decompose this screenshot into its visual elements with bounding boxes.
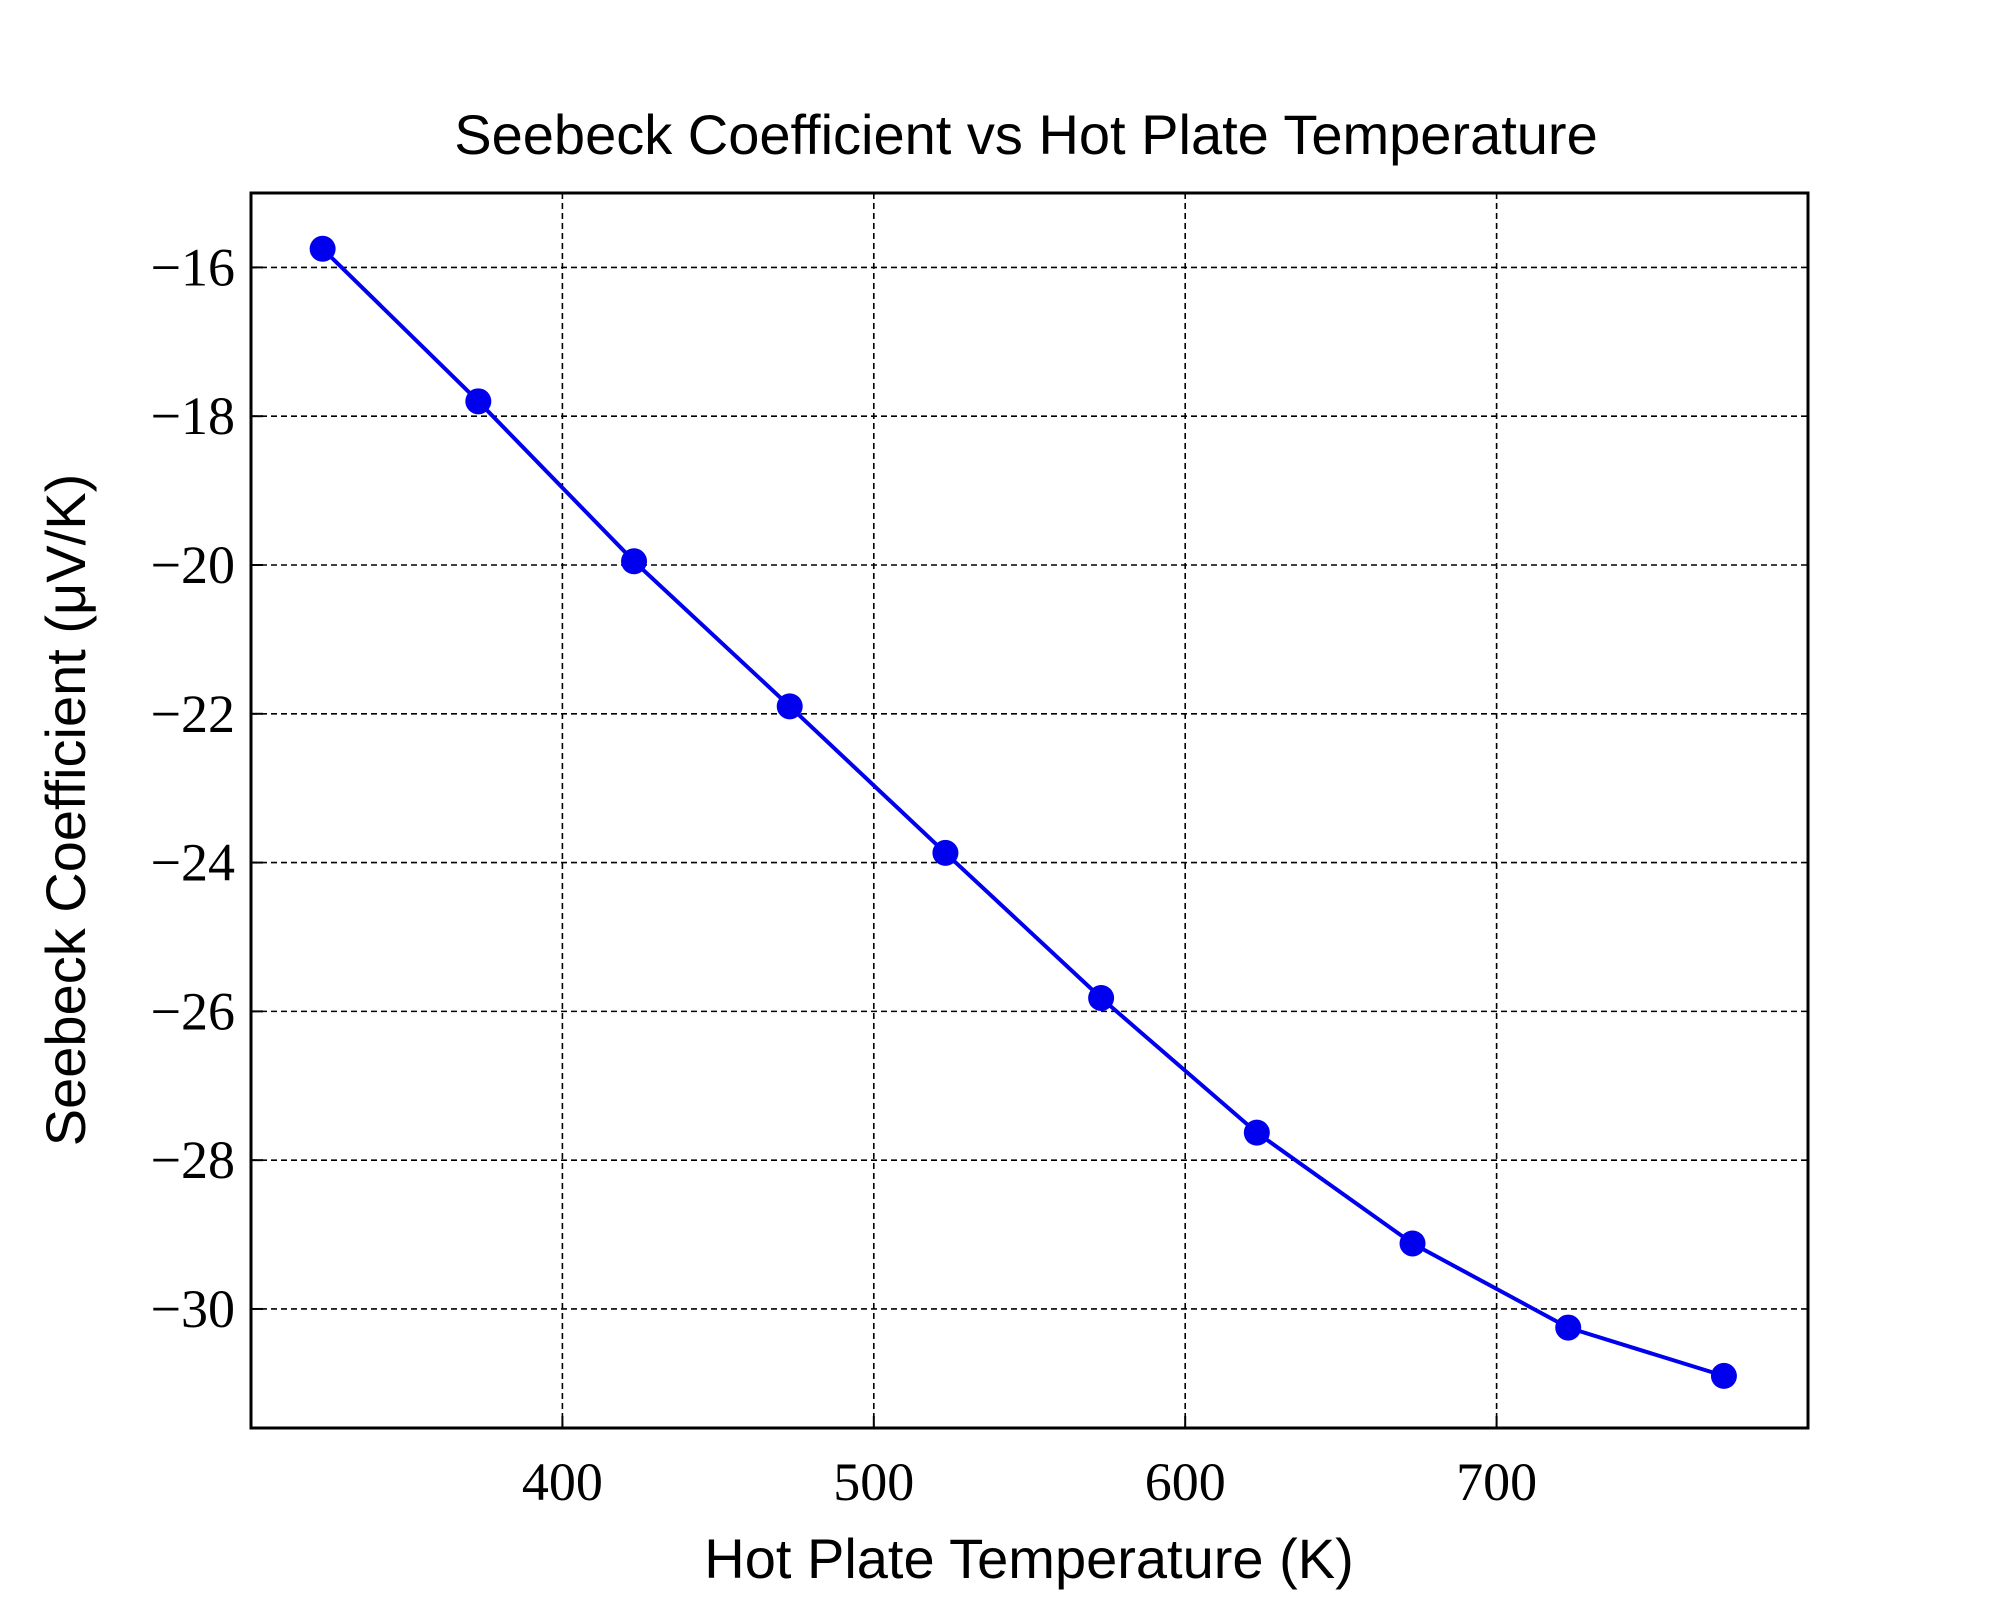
axis-ticks [251,266,1498,1428]
data-point [309,235,336,262]
data-point [1243,1119,1270,1146]
y-tick-label: −24 [151,833,235,893]
data-point [932,839,959,866]
y-tick-label: −26 [151,981,235,1041]
x-tick-label: 600 [1145,1452,1226,1512]
x-tick-label: 400 [522,1452,603,1512]
data-point [465,388,492,415]
data-point [1088,984,1115,1011]
x-axis-label: Hot Plate Temperature (K) [704,1527,1353,1590]
data-point [1399,1230,1426,1257]
plot-area-frame [249,191,1810,1430]
y-tick-label: −30 [151,1279,235,1339]
data-point [776,693,803,720]
y-tick-label: −20 [151,535,235,595]
grid-lines [251,193,1808,1428]
y-tick-label: −28 [151,1130,235,1190]
data-series [309,235,1737,1389]
y-tick-label: −22 [151,684,235,744]
series-line [321,247,1725,1378]
chart-title: Seebeck Coefficient vs Hot Plate Tempera… [454,103,1597,166]
x-tick-label: 700 [1456,1452,1537,1512]
data-point [1710,1362,1737,1389]
y-tick-label: −16 [151,237,235,297]
tick-labels: 400 500 600 700 −16 −18 −20 −22 −24 −26 −28 −30 [151,237,1538,1512]
data-point [621,548,648,575]
x-tick-label: 500 [833,1452,914,1512]
y-axis-label: Seebeck Coefficient (μV/K) [34,474,97,1146]
data-point [1555,1314,1582,1341]
y-tick-label: −18 [151,386,235,446]
